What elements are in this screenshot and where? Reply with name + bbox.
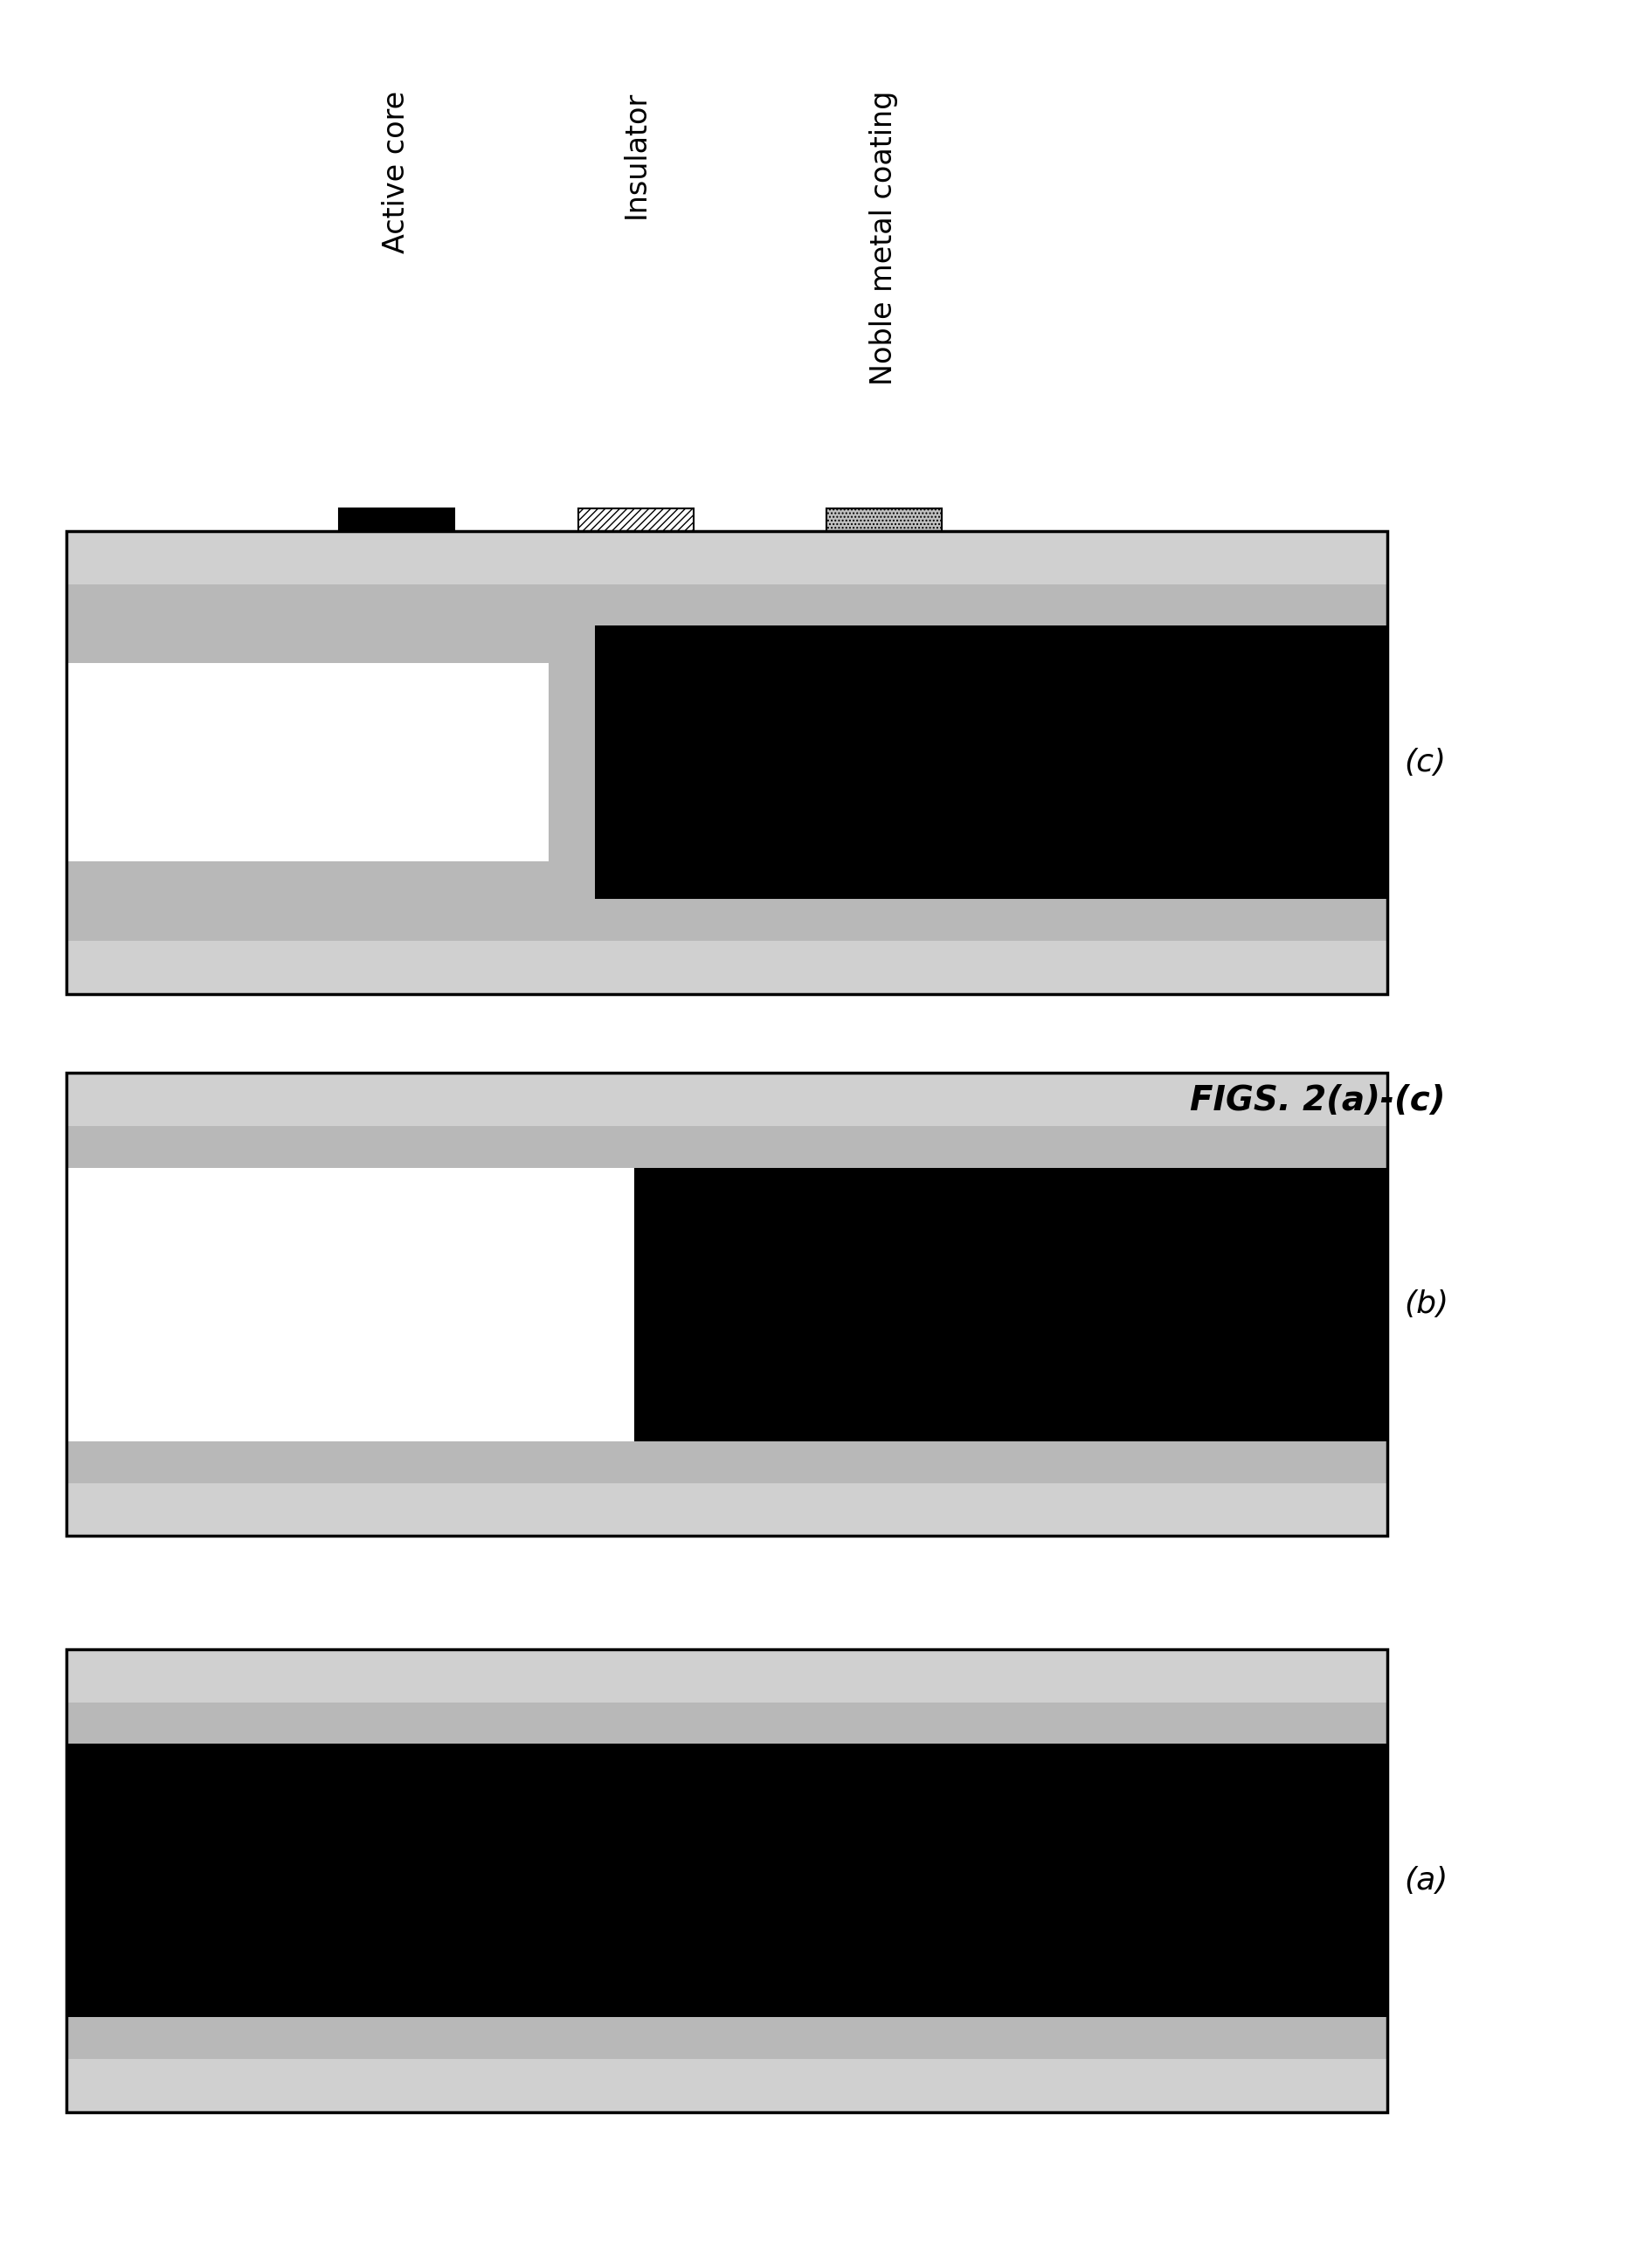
Bar bbox=[826, 508, 942, 633]
Bar bbox=[66, 2017, 1388, 2058]
Bar bbox=[548, 626, 595, 899]
Text: Noble metal coating: Noble metal coating bbox=[869, 90, 899, 384]
Bar bbox=[66, 1482, 1388, 1536]
Bar bbox=[66, 531, 1388, 994]
Bar bbox=[66, 1649, 1388, 1703]
Bar bbox=[66, 531, 1388, 994]
Bar bbox=[66, 1127, 1388, 1168]
Bar bbox=[66, 2058, 1388, 2112]
Bar bbox=[66, 1073, 1388, 1536]
Bar bbox=[66, 1744, 1388, 2017]
Text: FIGS. 2(a)-(c): FIGS. 2(a)-(c) bbox=[1189, 1084, 1446, 1118]
Bar bbox=[66, 940, 1388, 994]
Bar bbox=[66, 585, 1388, 626]
Bar bbox=[66, 1649, 1388, 2112]
Text: (a): (a) bbox=[1404, 1866, 1449, 1895]
Bar bbox=[66, 1703, 1388, 1744]
Bar bbox=[66, 1073, 1388, 1536]
Bar bbox=[634, 1168, 1388, 1441]
Bar bbox=[66, 1441, 1388, 1482]
Text: (c): (c) bbox=[1404, 748, 1446, 777]
Bar bbox=[66, 626, 595, 899]
Text: Active core: Active core bbox=[382, 90, 411, 253]
Bar bbox=[66, 861, 595, 899]
Bar bbox=[339, 508, 454, 633]
Bar bbox=[578, 508, 694, 633]
Bar bbox=[66, 899, 1388, 940]
Text: (b): (b) bbox=[1404, 1290, 1449, 1319]
Bar bbox=[66, 1168, 634, 1441]
Bar bbox=[595, 626, 1388, 899]
Bar bbox=[66, 1073, 1388, 1127]
Bar bbox=[66, 531, 1388, 585]
Bar bbox=[66, 1649, 1388, 2112]
Bar bbox=[66, 626, 595, 664]
Text: Insulator: Insulator bbox=[621, 90, 651, 219]
